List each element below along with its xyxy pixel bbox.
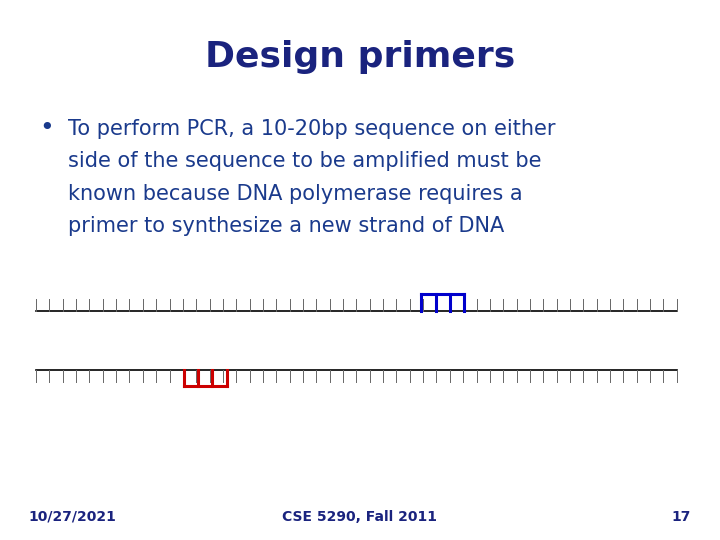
Text: 17: 17 [672,510,691,524]
Text: primer to synthesize a new strand of DNA: primer to synthesize a new strand of DNA [68,216,505,236]
Text: •: • [40,116,54,140]
Text: 10/27/2021: 10/27/2021 [29,510,117,524]
Text: To perform PCR, a 10-20bp sequence on either: To perform PCR, a 10-20bp sequence on ei… [68,119,556,139]
Text: side of the sequence to be amplified must be: side of the sequence to be amplified mus… [68,151,542,171]
Text: CSE 5290, Fall 2011: CSE 5290, Fall 2011 [282,510,438,524]
Text: known because DNA polymerase requires a: known because DNA polymerase requires a [68,184,523,204]
Text: Design primers: Design primers [205,40,515,73]
